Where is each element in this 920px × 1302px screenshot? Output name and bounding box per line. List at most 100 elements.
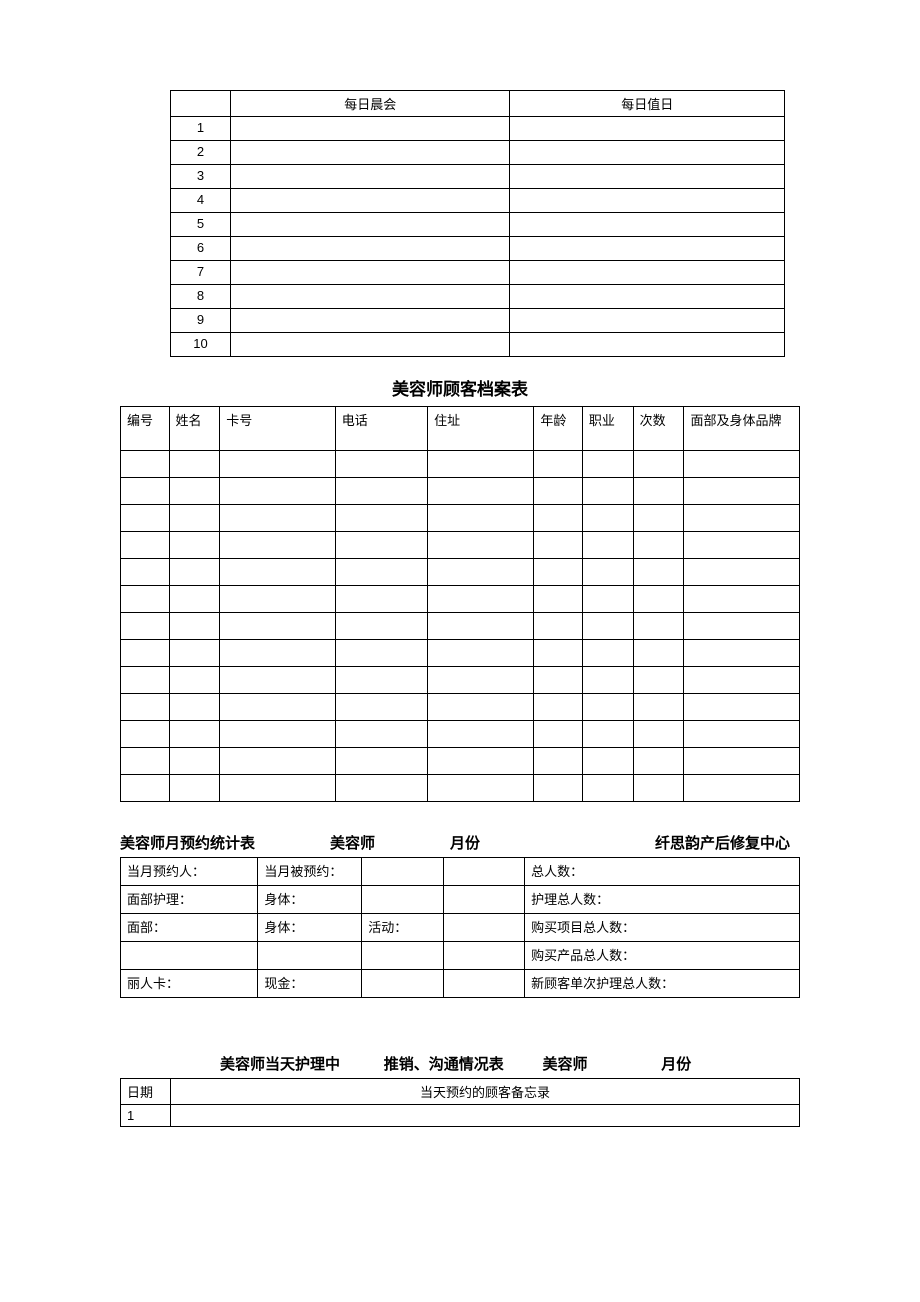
cell xyxy=(362,858,443,886)
t1-header-blank xyxy=(171,91,231,117)
table-row xyxy=(121,559,800,586)
h3-center-name: 纤思韵产后修复中心 xyxy=(570,832,800,853)
table-row: 3 xyxy=(171,165,785,189)
row-number: 6 xyxy=(171,237,231,261)
row-number: 10 xyxy=(171,333,231,357)
cell xyxy=(230,285,510,309)
h4-part1: 美容师当天护理中 xyxy=(220,1053,380,1074)
table-row xyxy=(121,613,800,640)
cell: 现金： xyxy=(258,970,362,998)
table-row: 9 xyxy=(171,309,785,333)
cell xyxy=(362,942,443,970)
col-count: 次数 xyxy=(633,407,684,451)
row-number: 4 xyxy=(171,189,231,213)
table-row: 8 xyxy=(171,285,785,309)
col-phone: 电话 xyxy=(335,407,427,451)
row-number: 9 xyxy=(171,309,231,333)
h3-beautician: 美容师 xyxy=(330,832,450,853)
cell xyxy=(510,165,785,189)
monthly-appointment-header: 美容师月预约统计表 美容师 月份 纤思韵产后修复中心 xyxy=(120,832,800,853)
table-row: 10 xyxy=(171,333,785,357)
cell xyxy=(230,141,510,165)
daily-meeting-duty-table: 每日晨会 每日值日 1 2 3 4 5 6 7 8 9 10 xyxy=(170,90,785,357)
cell: 身体： xyxy=(258,886,362,914)
table-row: 5 xyxy=(171,213,785,237)
table-row xyxy=(121,478,800,505)
cell: 当月被预约： xyxy=(258,858,362,886)
h4-part3: 美容师 xyxy=(543,1053,658,1074)
table-row xyxy=(121,748,800,775)
cell xyxy=(230,213,510,237)
cell xyxy=(443,886,524,914)
cell: 面部护理： xyxy=(121,886,258,914)
cell xyxy=(230,261,510,285)
daily-care-header: 美容师当天护理中 推销、沟通情况表 美容师 月份 xyxy=(120,1053,800,1074)
col-address: 住址 xyxy=(428,407,534,451)
table-row: 当月预约人： 当月被预约： 总人数： xyxy=(121,858,800,886)
row-number: 2 xyxy=(171,141,231,165)
col-job: 职业 xyxy=(582,407,633,451)
table-row: 4 xyxy=(171,189,785,213)
cell: 护理总人数： xyxy=(525,886,800,914)
table-row: 面部： 身体： 活动： 购买项目总人数： xyxy=(121,914,800,942)
col-name: 姓名 xyxy=(169,407,220,451)
cell xyxy=(230,165,510,189)
cell xyxy=(171,1105,800,1127)
table-row xyxy=(121,532,800,559)
cell xyxy=(230,237,510,261)
h4-part4: 月份 xyxy=(661,1053,691,1074)
cell xyxy=(510,213,785,237)
cell xyxy=(443,858,524,886)
cell xyxy=(443,942,524,970)
cell xyxy=(510,141,785,165)
cell xyxy=(510,117,785,141)
col-card: 卡号 xyxy=(220,407,335,451)
cell: 丽人卡： xyxy=(121,970,258,998)
row-number: 3 xyxy=(171,165,231,189)
cell: 面部： xyxy=(121,914,258,942)
col-date: 日期 xyxy=(121,1079,171,1105)
table-row xyxy=(121,640,800,667)
cell xyxy=(230,333,510,357)
t1-header-meeting: 每日晨会 xyxy=(230,91,510,117)
cell: 当月预约人： xyxy=(121,858,258,886)
table-row xyxy=(121,451,800,478)
row-number: 8 xyxy=(171,285,231,309)
table-row: 2 xyxy=(171,141,785,165)
table-row xyxy=(121,775,800,802)
table-row xyxy=(121,505,800,532)
row-number: 5 xyxy=(171,213,231,237)
table-header: 编号 姓名 卡号 电话 住址 年龄 职业 次数 面部及身体品牌 xyxy=(121,407,800,451)
cell xyxy=(510,237,785,261)
h3-title: 美容师月预约统计表 xyxy=(120,832,330,853)
table-row: 面部护理： 身体： 护理总人数： xyxy=(121,886,800,914)
cell xyxy=(121,942,258,970)
col-brand: 面部及身体品牌 xyxy=(684,407,800,451)
table-row xyxy=(121,667,800,694)
col-age: 年龄 xyxy=(534,407,583,451)
cell: 购买产品总人数： xyxy=(525,942,800,970)
cell: 购买项目总人数： xyxy=(525,914,800,942)
cell xyxy=(230,309,510,333)
cell xyxy=(362,970,443,998)
cell: 身体： xyxy=(258,914,362,942)
customer-profile-table: 编号 姓名 卡号 电话 住址 年龄 职业 次数 面部及身体品牌 xyxy=(120,406,800,802)
table-row xyxy=(121,586,800,613)
cell xyxy=(362,886,443,914)
cell xyxy=(443,970,524,998)
col-memo: 当天预约的顾客备忘录 xyxy=(171,1079,800,1105)
table-row xyxy=(121,721,800,748)
table-row: 7 xyxy=(171,261,785,285)
table-row: 1 xyxy=(171,117,785,141)
cell: 总人数： xyxy=(525,858,800,886)
table-row: 6 xyxy=(171,237,785,261)
table-row xyxy=(121,694,800,721)
col-id: 编号 xyxy=(121,407,170,451)
table-header: 日期 当天预约的顾客备忘录 xyxy=(121,1079,800,1105)
row-date: 1 xyxy=(121,1105,171,1127)
cell: 新顾客单次护理总人数： xyxy=(525,970,800,998)
row-number: 1 xyxy=(171,117,231,141)
cell xyxy=(510,285,785,309)
t1-header-duty: 每日值日 xyxy=(510,91,785,117)
cell xyxy=(230,189,510,213)
